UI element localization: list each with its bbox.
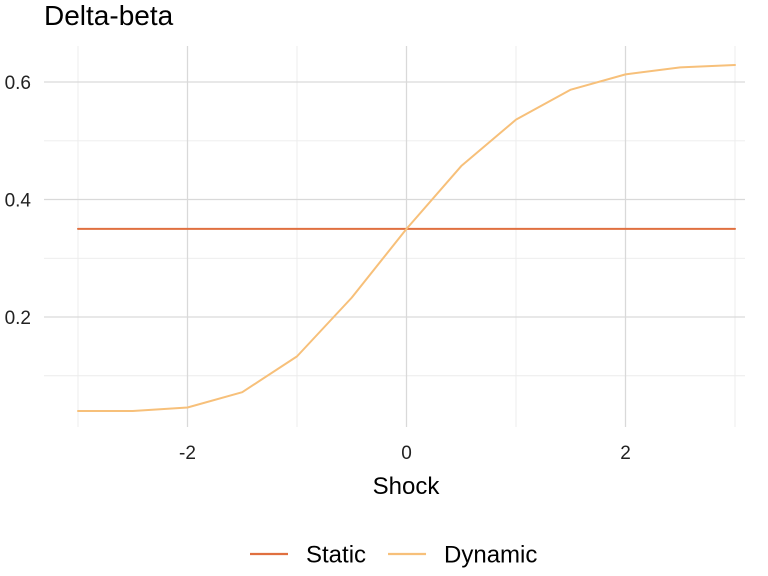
- x-tick-label: 2: [620, 443, 631, 464]
- x-axis-title: Shock: [373, 473, 441, 500]
- series-line-dynamic: [77, 64, 736, 412]
- y-tick-label: 0.4: [5, 191, 32, 212]
- x-tick-label: -2: [179, 443, 196, 464]
- plot-area: [77, 64, 736, 412]
- y-tick-label: 0.6: [5, 73, 31, 94]
- legend-label-static: Static: [306, 542, 366, 569]
- chart-title: Delta-beta: [44, 0, 174, 31]
- grid: [44, 46, 745, 427]
- legend-label-dynamic: Dynamic: [444, 542, 537, 569]
- x-axis-ticks: -2 0 2: [179, 443, 631, 464]
- y-axis-ticks: 0.2 0.4 0.6: [5, 73, 32, 329]
- x-tick-label: 0: [401, 443, 412, 464]
- legend: Static Dynamic: [250, 542, 537, 569]
- y-tick-label: 0.2: [5, 308, 31, 329]
